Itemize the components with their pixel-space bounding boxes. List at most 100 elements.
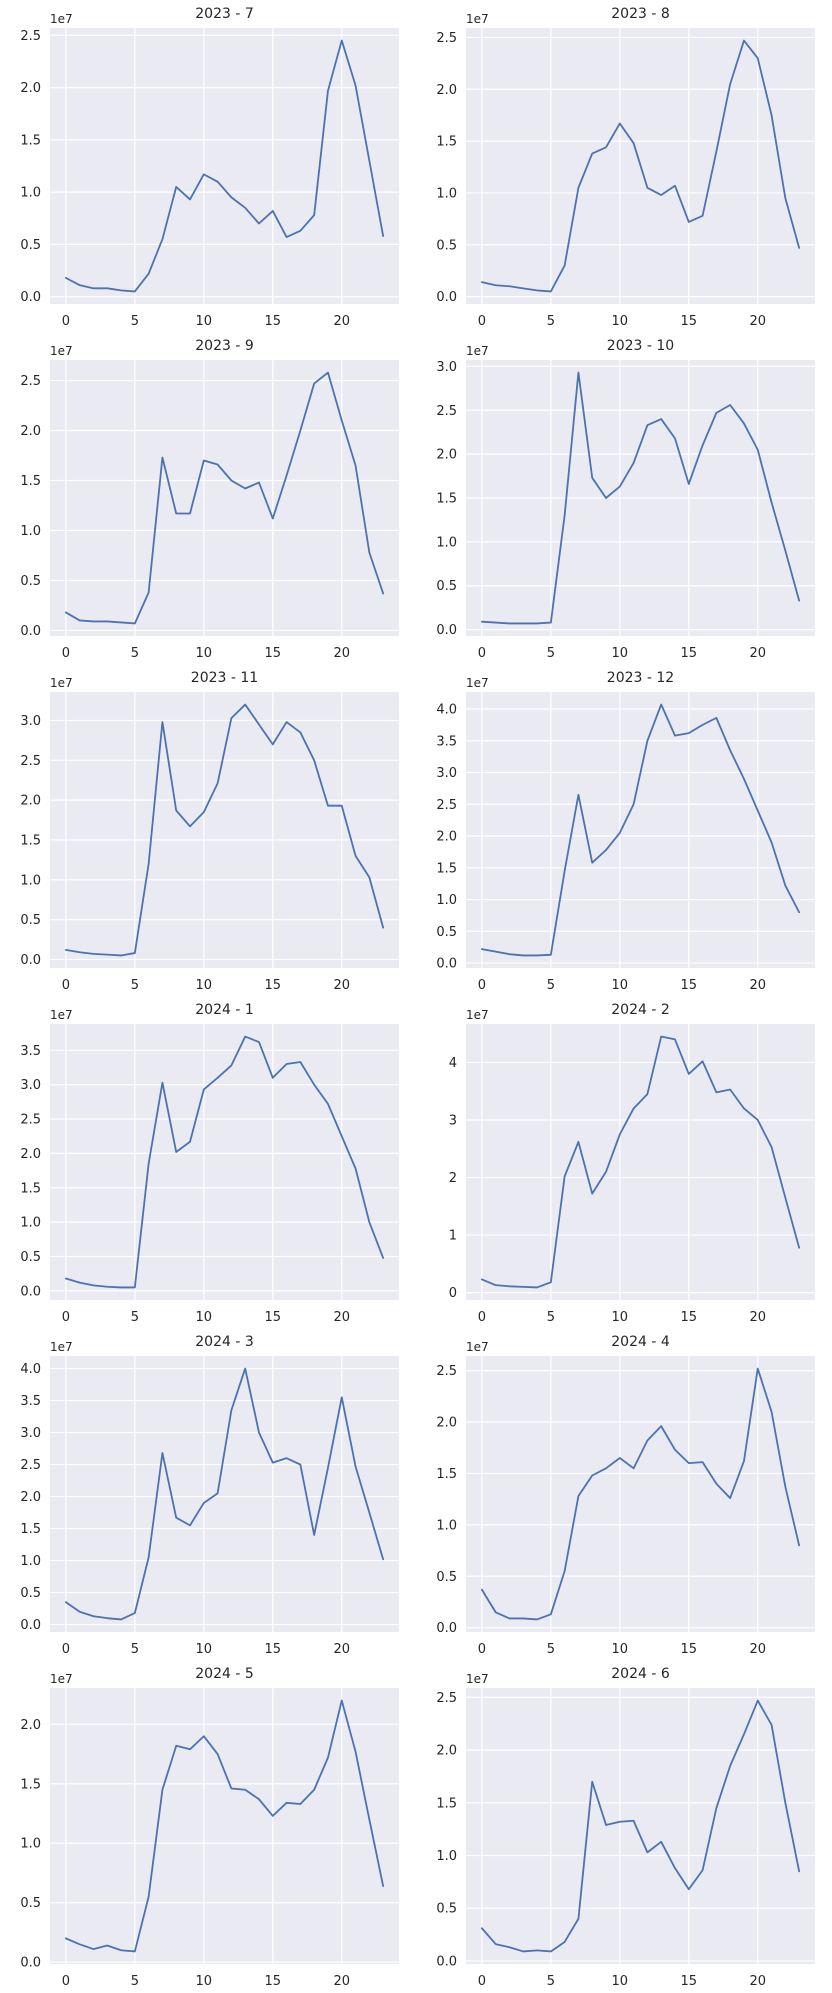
y-tick-label: 1.5 bbox=[20, 1181, 41, 1196]
y-tick-label: 1.5 bbox=[436, 492, 457, 507]
y-tick-label: 2.0 bbox=[20, 1490, 41, 1505]
y-tick-label: 2.0 bbox=[436, 1744, 457, 1759]
data-line bbox=[480, 1367, 801, 1621]
y-tick-label: 1 bbox=[449, 1229, 457, 1244]
y-tick-label: 0.5 bbox=[20, 1586, 41, 1601]
y-tick-label: 2.5 bbox=[436, 1364, 457, 1379]
y-tick-label: 1.5 bbox=[436, 1467, 457, 1482]
x-tick-label: 20 bbox=[333, 978, 350, 993]
subplot-cell-2023-11: 2023 - 11 1e7 0.0 0.5 1.0 1.5 2.0 2.5 3.0 0 5 10 15 2… bbox=[0, 664, 416, 996]
x-tick-label: 10 bbox=[612, 978, 629, 993]
x-tick-label: 15 bbox=[681, 1310, 698, 1325]
x-tick-label: 20 bbox=[749, 1642, 766, 1657]
y-tick-label: 0.5 bbox=[20, 1896, 41, 1911]
y-tick-label: 3.5 bbox=[20, 1044, 41, 1059]
y-tick-label: 0.0 bbox=[436, 623, 457, 638]
subplot-2024-5: 2024 - 5 1e7 0.0 0.5 1.0 1.5 2.0 0 5 10 15 20 bbox=[20, 1666, 399, 1989]
y-tick-label: 4 bbox=[449, 1056, 457, 1071]
y-tick-label: 0.0 bbox=[436, 1621, 457, 1636]
y-tick-label: 0.5 bbox=[436, 238, 457, 253]
y-tick-label: 4.0 bbox=[436, 702, 457, 717]
y-tick-label: 0.0 bbox=[436, 1954, 457, 1969]
y-tick-label: 1.0 bbox=[436, 186, 457, 201]
x-tick-label: 10 bbox=[196, 978, 213, 993]
plot-background bbox=[50, 692, 399, 968]
y-tick-label: 1.0 bbox=[20, 186, 41, 201]
subplot-title: 2023 - 8 bbox=[611, 6, 670, 22]
subplot-title: 2023 - 11 bbox=[191, 670, 258, 686]
y-tick-label: 1.5 bbox=[20, 474, 41, 489]
subplot-title: 2023 - 9 bbox=[195, 338, 254, 354]
x-tick-label: 20 bbox=[333, 1310, 350, 1325]
data-line bbox=[64, 371, 385, 625]
y-tick-label: 1.0 bbox=[436, 1849, 457, 1864]
subplot-title: 2024 - 3 bbox=[195, 1334, 254, 1350]
subplot-cell-2024-6: 2024 - 6 1e7 0.0 0.5 1.0 1.5 2.0 2.5 0 5 10 15 20 bbox=[416, 1660, 832, 1992]
x-tick-label: 5 bbox=[131, 1642, 139, 1657]
y-axis-offset-label: 1e7 bbox=[466, 12, 489, 26]
y-tick-label: 2.5 bbox=[20, 29, 41, 44]
subplot-2023-9: 2023 - 9 1e7 0.0 0.5 1.0 1.5 2.0 2.5 0 5 10 15 20 bbox=[20, 338, 399, 661]
data-line bbox=[64, 703, 385, 957]
y-axis-offset-label: 1e7 bbox=[50, 1672, 73, 1686]
y-axis-offset-label: 1e7 bbox=[466, 344, 489, 358]
subplot-2024-6: 2024 - 6 1e7 0.0 0.5 1.0 1.5 2.0 2.5 0 5 10 15 20 bbox=[436, 1666, 815, 1989]
subplot-2023-11: 2023 - 11 1e7 0.0 0.5 1.0 1.5 2.0 2.5 3.0 0 5 10 15 2… bbox=[20, 670, 399, 993]
y-tick-label: 1.0 bbox=[20, 1554, 41, 1569]
subplot-cell-2024-4: 2024 - 4 1e7 0.0 0.5 1.0 1.5 2.0 2.5 0 5 10 15 20 bbox=[416, 1328, 832, 1660]
y-tick-label: 2.0 bbox=[20, 424, 41, 439]
y-tick-label: 2.5 bbox=[436, 404, 457, 419]
x-tick-label: 15 bbox=[265, 1642, 282, 1657]
subplot-title: 2023 - 12 bbox=[607, 670, 674, 686]
y-tick-label: 1.5 bbox=[20, 833, 41, 848]
y-tick-label: 3.5 bbox=[436, 734, 457, 749]
x-tick-label: 5 bbox=[131, 978, 139, 993]
y-tick-label: 1.0 bbox=[436, 893, 457, 908]
y-tick-label: 2.0 bbox=[436, 448, 457, 463]
y-tick-label: 2.0 bbox=[20, 1718, 41, 1733]
y-tick-label: 3.5 bbox=[20, 1394, 41, 1409]
y-axis-offset-label: 1e7 bbox=[50, 1340, 73, 1354]
y-tick-label: 0.5 bbox=[20, 1250, 41, 1265]
x-tick-label: 5 bbox=[547, 1310, 555, 1325]
x-tick-label: 20 bbox=[749, 314, 766, 329]
data-line bbox=[480, 703, 801, 957]
x-tick-label: 15 bbox=[681, 1974, 698, 1989]
x-tick-label: 15 bbox=[681, 1642, 698, 1657]
subplot-cell-2024-1: 2024 - 1 1e7 0.0 0.5 1.0 1.5 2.0 2.5 3.0 3.5 0 5 10 1… bbox=[0, 996, 416, 1328]
subplot-2024-1: 2024 - 1 1e7 0.0 0.5 1.0 1.5 2.0 2.5 3.0 3.5 0 5 10 1… bbox=[20, 1002, 399, 1325]
subplot-title: 2024 - 2 bbox=[611, 1002, 670, 1018]
x-tick-label: 15 bbox=[681, 978, 698, 993]
data-line bbox=[64, 1035, 385, 1289]
y-tick-label: 1.5 bbox=[20, 133, 41, 148]
subplot-cell-2023-12: 2023 - 12 1e7 0.0 0.5 1.0 1.5 2.0 2.5 3.0 3.5 4.0 0… bbox=[416, 664, 832, 996]
y-axis-offset-label: 1e7 bbox=[50, 12, 73, 26]
y-tick-label: 0.0 bbox=[436, 290, 457, 305]
subplot-title: 2023 - 10 bbox=[607, 338, 674, 354]
plot-background bbox=[50, 360, 399, 636]
y-tick-label: 0.0 bbox=[20, 953, 41, 968]
x-tick-label: 0 bbox=[478, 1974, 486, 1989]
plot-background bbox=[466, 1688, 815, 1964]
x-tick-label: 0 bbox=[62, 314, 70, 329]
y-axis-offset-label: 1e7 bbox=[50, 1008, 73, 1022]
subplot-cell-2024-3: 2024 - 3 1e7 0.0 0.5 1.0 1.5 2.0 2.5 3.0 3.5 4.0 0 5… bbox=[0, 1328, 416, 1660]
x-tick-label: 0 bbox=[478, 646, 486, 661]
y-tick-label: 2.5 bbox=[20, 374, 41, 389]
y-tick-label: 3 bbox=[449, 1113, 457, 1128]
x-tick-label: 0 bbox=[62, 1974, 70, 1989]
y-tick-label: 2.0 bbox=[20, 1147, 41, 1162]
subplot-cell-2024-5: 2024 - 5 1e7 0.0 0.5 1.0 1.5 2.0 0 5 10 15 20 bbox=[0, 1660, 416, 1992]
y-tick-label: 1.5 bbox=[20, 1777, 41, 1792]
y-tick-label: 2.5 bbox=[20, 754, 41, 769]
x-tick-label: 0 bbox=[478, 314, 486, 329]
x-tick-label: 20 bbox=[749, 646, 766, 661]
y-tick-label: 0.5 bbox=[20, 574, 41, 589]
y-tick-label: 0.0 bbox=[20, 1618, 41, 1633]
subplot-title: 2023 - 7 bbox=[195, 6, 254, 22]
x-tick-label: 15 bbox=[681, 646, 698, 661]
x-tick-label: 0 bbox=[478, 1310, 486, 1325]
plot-background bbox=[466, 1024, 815, 1300]
x-tick-label: 5 bbox=[131, 1310, 139, 1325]
